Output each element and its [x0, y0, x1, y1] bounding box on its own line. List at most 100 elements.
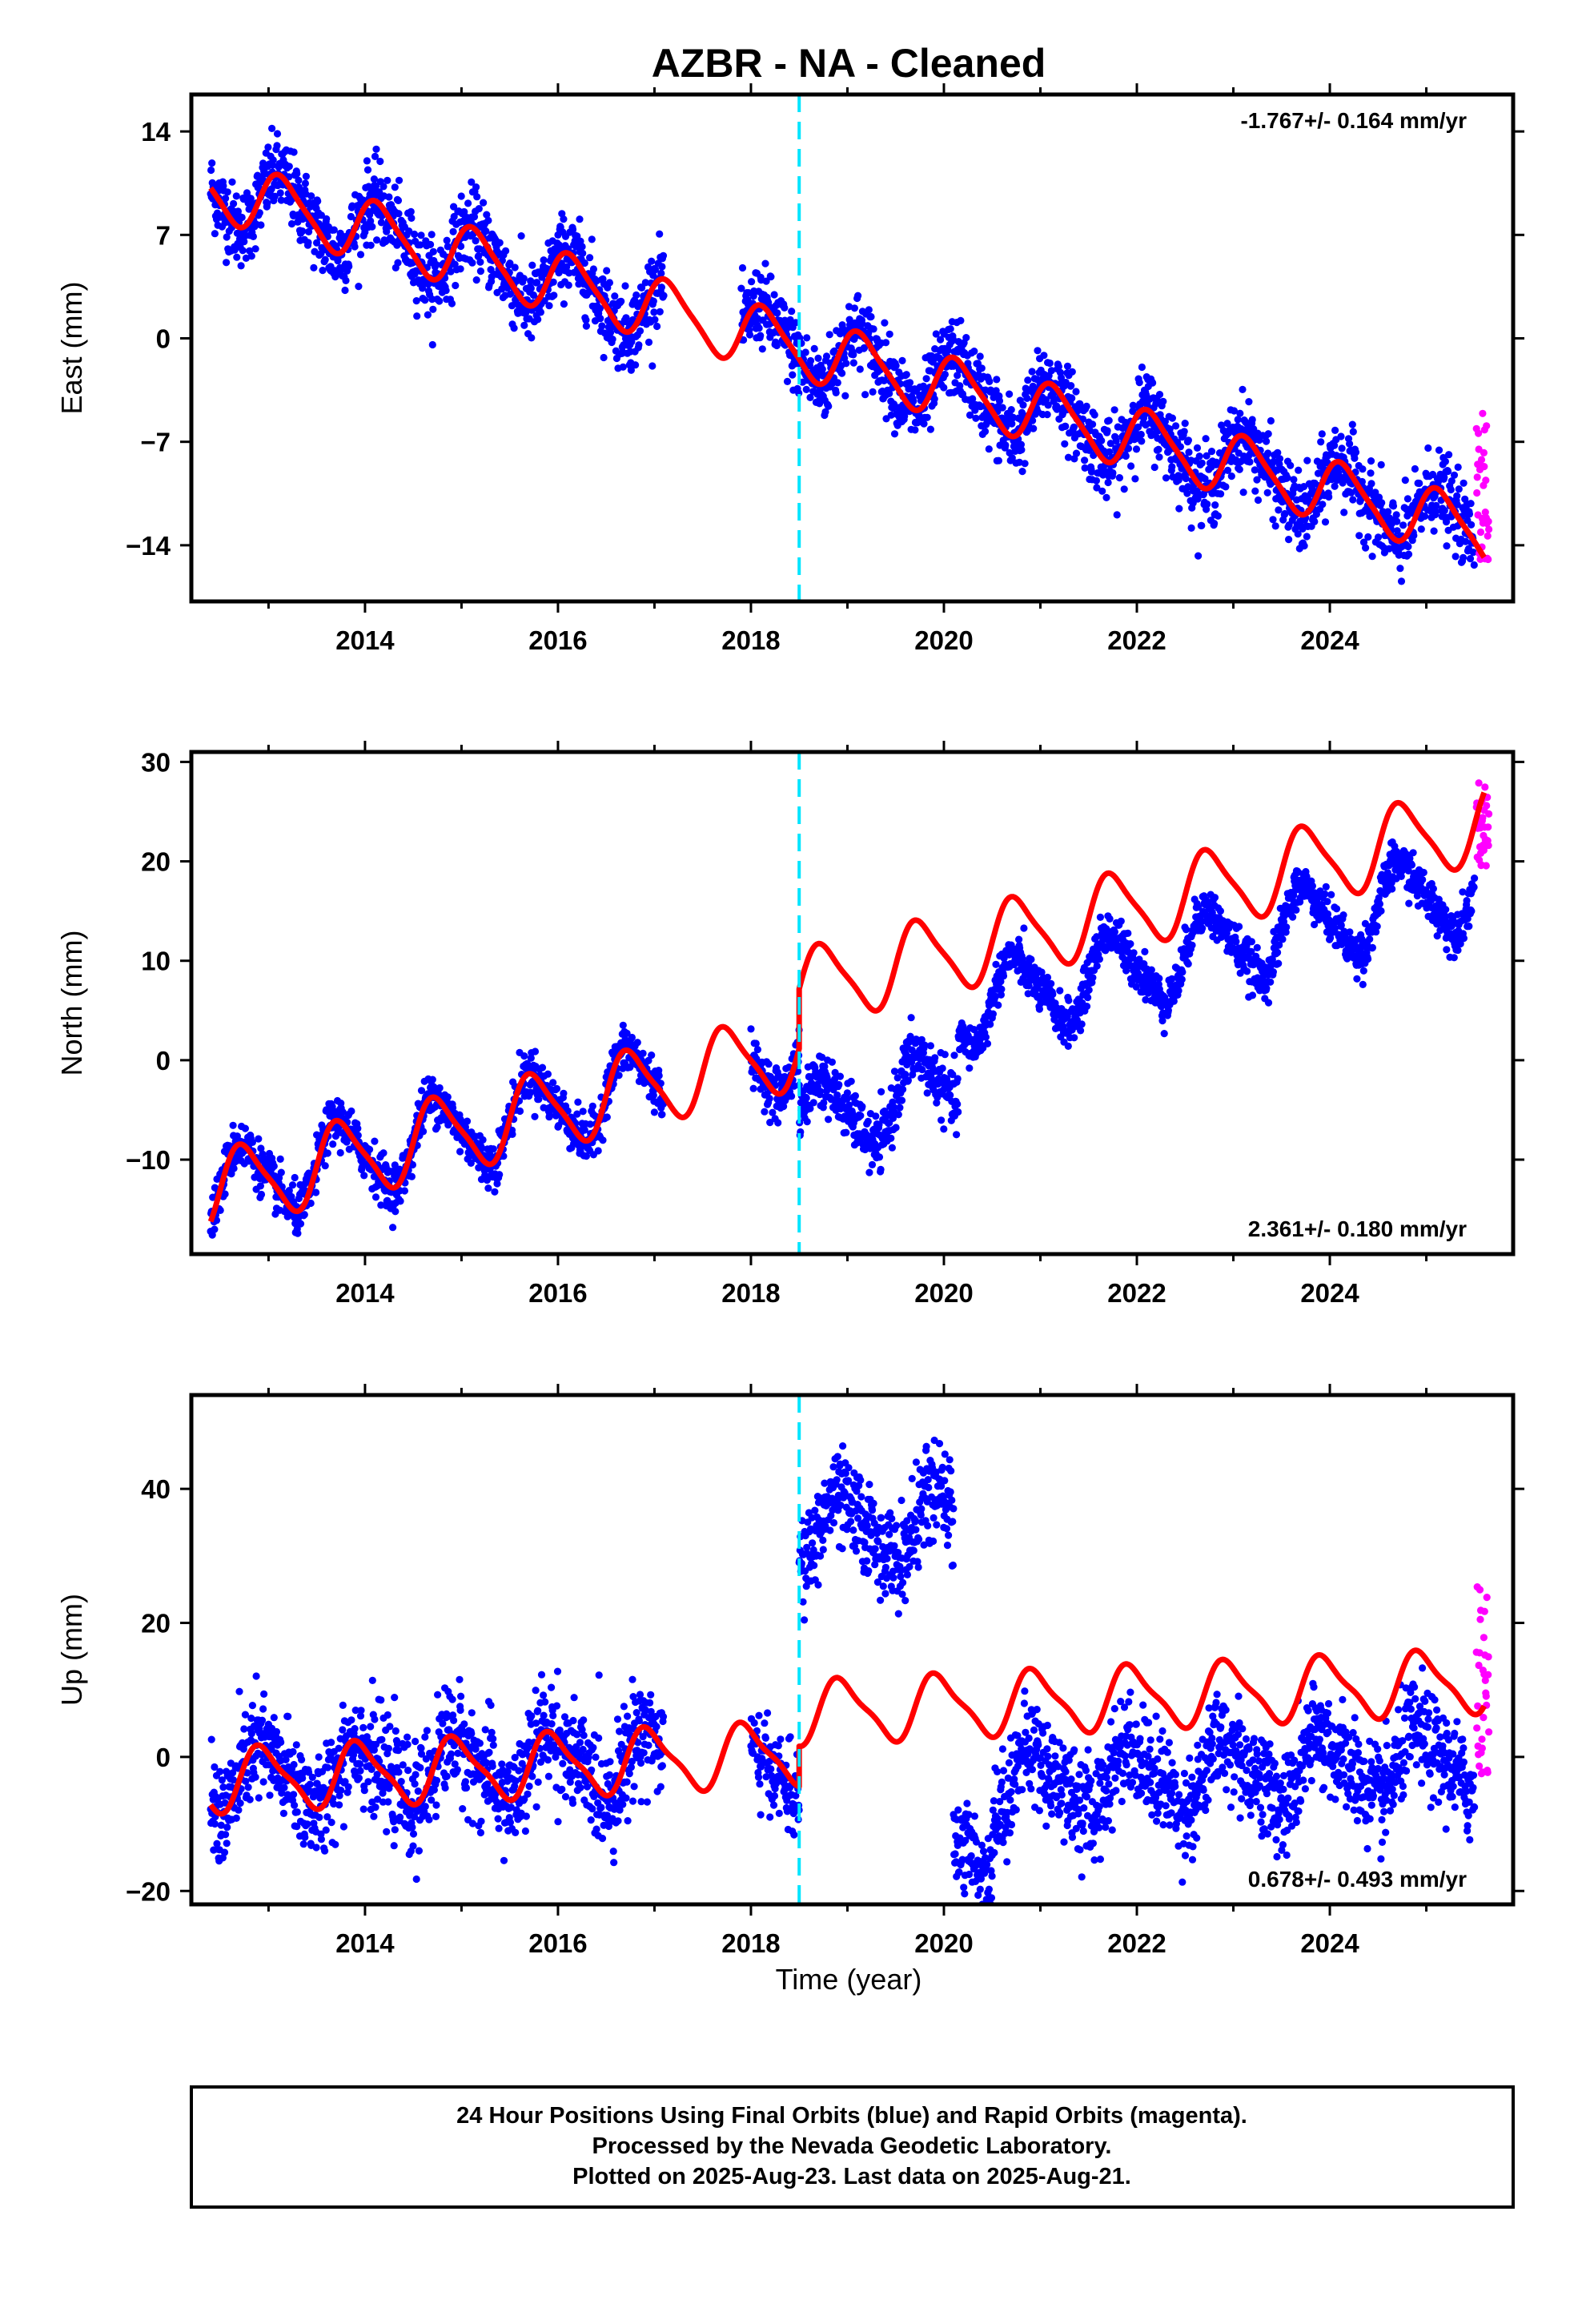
east-final-point — [970, 348, 978, 356]
east-final-point — [1300, 542, 1308, 550]
east-final-point — [949, 336, 957, 344]
east-final-point — [994, 456, 1002, 464]
east-final-point — [1127, 462, 1135, 470]
east-final-point — [1403, 495, 1411, 503]
east-rapid-point — [1473, 489, 1481, 497]
north-final-point — [950, 1051, 958, 1059]
east-final-point — [1452, 553, 1460, 561]
east-final-point — [273, 130, 282, 138]
east-final-point — [251, 245, 259, 253]
north-final-point — [389, 1224, 397, 1232]
east-final-point — [1263, 489, 1271, 497]
north-final-point — [1085, 986, 1093, 994]
north-final-point — [277, 1168, 285, 1176]
east-final-point — [867, 312, 875, 321]
east-final-point — [636, 327, 644, 335]
east-final-point — [564, 281, 572, 289]
east-final-point — [1092, 476, 1100, 485]
east-final-point — [658, 263, 666, 271]
north-final-point — [1078, 1020, 1086, 1028]
north-final-point — [531, 1047, 540, 1055]
east-final-point — [432, 260, 440, 268]
east-final-point — [1467, 500, 1475, 508]
east-final-point — [833, 379, 841, 387]
east-final-point — [1081, 464, 1089, 472]
east-final-point — [1082, 402, 1090, 410]
east-final-point — [264, 143, 272, 151]
east-final-point — [651, 266, 660, 274]
east-final-point — [371, 152, 379, 160]
north-final-point — [817, 1088, 825, 1096]
east-final-point — [1138, 437, 1146, 445]
east-final-point — [1195, 452, 1203, 460]
east-final-point — [845, 303, 853, 311]
east-final-point — [1047, 367, 1055, 375]
north-final-point — [953, 1131, 961, 1139]
east-final-point — [911, 426, 919, 434]
east-final-point — [1090, 451, 1098, 460]
north-final-point — [603, 1113, 611, 1121]
east-final-point — [600, 353, 608, 362]
north-final-point — [1070, 1034, 1078, 1042]
east-final-point — [413, 312, 421, 320]
east-final-point — [223, 188, 231, 196]
east-final-point — [1264, 430, 1272, 438]
east-final-point — [1028, 368, 1036, 376]
north-final-point — [765, 1060, 773, 1068]
east-final-point — [1254, 496, 1263, 505]
east-final-point — [985, 445, 993, 453]
east-final-point — [806, 393, 814, 401]
east-final-point — [1401, 476, 1409, 485]
east-final-point — [1460, 553, 1468, 562]
east-rapid-point — [1484, 555, 1492, 564]
north-final-point — [954, 1100, 962, 1108]
east-final-point — [781, 304, 789, 312]
east-final-point — [788, 308, 796, 316]
east-final-point — [578, 243, 586, 251]
east-final-point — [527, 277, 535, 285]
north-final-point — [899, 1085, 907, 1093]
east-final-point — [1393, 517, 1401, 525]
east-final-point — [540, 256, 548, 264]
east-final-point — [1104, 478, 1112, 487]
north-final-point — [940, 1125, 948, 1133]
east-final-point — [1187, 524, 1195, 533]
east-final-point — [1239, 385, 1247, 393]
east-final-point — [476, 245, 484, 253]
north-final-point — [864, 1117, 872, 1125]
east-final-point — [932, 330, 940, 338]
east-final-point — [249, 232, 257, 240]
east-final-point — [449, 227, 457, 235]
east-final-point — [405, 227, 413, 235]
y-tick-label: 7 — [156, 220, 171, 250]
east-final-point — [1331, 426, 1339, 435]
north-final-point — [400, 1187, 408, 1195]
north-final-point — [966, 1064, 974, 1072]
east-final-point — [962, 334, 970, 342]
east-final-point — [228, 178, 236, 186]
east-final-point — [428, 231, 436, 239]
east-final-point — [1070, 423, 1078, 431]
north-final-point — [938, 1116, 946, 1124]
east-final-point — [342, 276, 350, 284]
east-final-point — [978, 364, 986, 372]
east-final-point — [589, 265, 598, 273]
north-final-point — [323, 1149, 331, 1157]
east-final-point — [1340, 509, 1348, 517]
east-final-point — [641, 279, 649, 287]
east-final-point — [902, 371, 910, 379]
north-final-point — [809, 1099, 817, 1107]
east-final-point — [635, 341, 643, 349]
north-final-point — [835, 1080, 843, 1089]
east-final-point — [528, 334, 536, 342]
north-final-point — [875, 1153, 884, 1161]
east-final-point — [1009, 413, 1017, 421]
east-final-point — [372, 145, 380, 153]
east-final-point — [1384, 508, 1392, 516]
north-final-point — [941, 1051, 949, 1059]
east-final-point — [1440, 506, 1448, 515]
east-final-point — [323, 215, 331, 223]
east-final-point — [1050, 395, 1058, 403]
east-final-point — [1081, 456, 1089, 464]
north-final-point — [1089, 974, 1097, 982]
